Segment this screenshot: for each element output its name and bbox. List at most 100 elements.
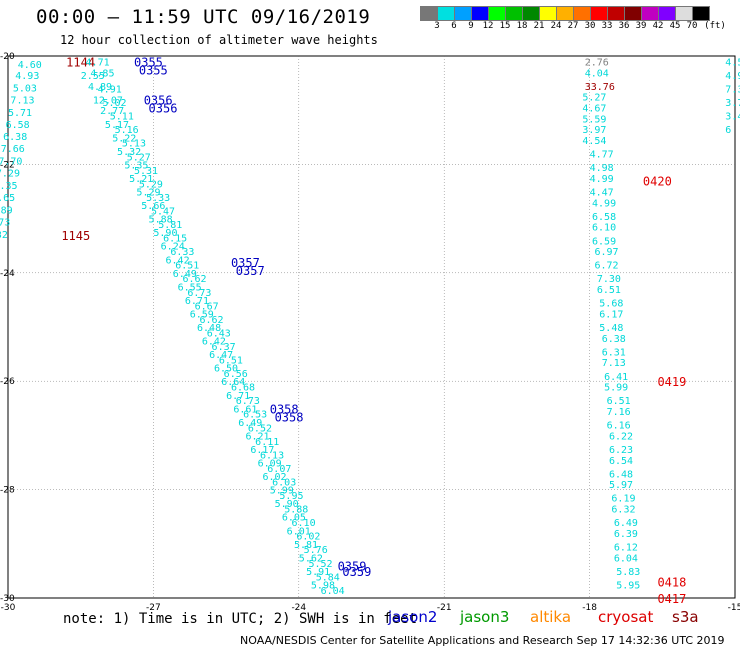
swh-value-label: 2.77 bbox=[100, 106, 124, 117]
swh-value-label: 6.02 bbox=[262, 472, 286, 483]
color-legend-labels: 3 6 9 12 15 18 21 24 27 30 33 36 39 42 45 70 (ft) bbox=[420, 21, 730, 33]
swh-value-label: 6.54 bbox=[609, 456, 633, 467]
legend-label: 42 bbox=[652, 21, 664, 31]
legend-label: 33 bbox=[601, 21, 613, 31]
swh-value-label: 6.31 bbox=[602, 347, 626, 358]
swh-value-label: 3.7 bbox=[725, 98, 740, 109]
swh-value-label: 5.16 bbox=[115, 125, 139, 136]
swh-value-label: 5.13 bbox=[122, 139, 146, 150]
time-label: 0359 bbox=[342, 565, 371, 579]
swh-value-label: 5.03 bbox=[13, 83, 37, 94]
swh-value-label: 5.83 bbox=[616, 567, 640, 578]
swh-value-label: 5.66 bbox=[141, 201, 165, 212]
swh-value-label: 6.62 bbox=[182, 274, 206, 285]
swh-value-label: 5.48 bbox=[599, 323, 623, 334]
swh-value-label: 7.66 bbox=[1, 144, 25, 155]
swh-value-label: 6.02 bbox=[296, 532, 320, 543]
swh-value-label: 7.70 bbox=[0, 157, 22, 168]
x-tick-label: -15 bbox=[728, 603, 740, 613]
swh-value-label: 6.43 bbox=[207, 328, 231, 339]
swh-value-label: 6.47 bbox=[209, 350, 233, 361]
legend-unit: (ft) bbox=[704, 21, 726, 31]
swh-value-label: 5.35 bbox=[124, 160, 148, 171]
swh-value-label: 6.71 bbox=[185, 296, 209, 307]
swh-value-label: 7.13 bbox=[602, 358, 626, 369]
swh-value-label: 6.51 bbox=[175, 261, 199, 272]
swh-value-label: 6.42 bbox=[166, 255, 190, 266]
time-label: 0355 bbox=[139, 64, 168, 78]
time-label: 0359 bbox=[338, 559, 367, 573]
swh-value-label: 6.67 bbox=[195, 301, 219, 312]
swh-value-label: 5.52 bbox=[308, 559, 332, 570]
y-tick-label: -24 bbox=[0, 269, 15, 279]
swh-value-label: 12.07 bbox=[93, 95, 123, 106]
legend-label: 21 bbox=[533, 21, 545, 31]
swh-value-label: 4.85 bbox=[90, 68, 114, 79]
legend-label: 12 bbox=[482, 21, 494, 31]
swh-value-label: 5.88 bbox=[284, 505, 308, 516]
swh-value-label: 6.10 bbox=[292, 518, 316, 529]
swh-value-label: 6.65 bbox=[0, 193, 15, 204]
swh-value-label: 5.29 bbox=[136, 188, 160, 199]
swh-value-label: 6.55 bbox=[178, 282, 202, 293]
swh-value-label: 6.15 bbox=[163, 234, 187, 245]
satellite-legend-jason3: jason3 bbox=[460, 608, 510, 626]
swh-value-label: 5.90 bbox=[153, 228, 177, 239]
swh-value-label: 4.93 bbox=[15, 71, 39, 82]
time-label: 0357 bbox=[231, 256, 260, 270]
swh-value-label: 5.62 bbox=[299, 553, 323, 564]
swh-value-label: 6.62 bbox=[199, 315, 223, 326]
swh-value-label: 5.47 bbox=[151, 206, 175, 217]
swh-value-label: 5.17 bbox=[105, 120, 129, 131]
swh-value-label: 6.48 bbox=[197, 323, 221, 334]
swh-value-label: 6.49 bbox=[173, 269, 197, 280]
swh-value-label: 5.11 bbox=[110, 112, 134, 123]
swh-value-label: 7.3 bbox=[725, 85, 740, 96]
swh-value-label: 6.04 bbox=[321, 586, 345, 597]
swh-value-label: 6.32 bbox=[611, 505, 635, 516]
swh-value-label: 6.97 bbox=[594, 247, 618, 258]
swh-value-label: 6.68 bbox=[231, 383, 255, 394]
swh-value-label: 6.07 bbox=[267, 464, 291, 475]
swh-value-label: 6.61 bbox=[233, 404, 257, 415]
swh-value-label: 5.98 bbox=[311, 580, 335, 591]
swh-value-label: 4.60 bbox=[18, 60, 42, 71]
swh-value-label: 5.95 bbox=[279, 491, 303, 502]
swh-value-label: 6.73 bbox=[187, 288, 211, 299]
swh-value-label: 6.73 bbox=[0, 217, 10, 228]
color-legend bbox=[420, 6, 710, 21]
swh-value-label: 2.55 bbox=[81, 71, 105, 82]
swh-value-label: 5.68 bbox=[599, 299, 623, 310]
legend-label: 9 bbox=[468, 21, 474, 31]
x-tick-label: -24 bbox=[291, 603, 306, 613]
swh-value-label: 4.9 bbox=[725, 71, 740, 82]
swh-value-label: 5.71 bbox=[8, 108, 32, 119]
swh-value-label: 6.17 bbox=[599, 309, 623, 320]
swh-value-label: 6.72 bbox=[594, 261, 618, 272]
swh-value-label: 6.19 bbox=[611, 494, 635, 505]
time-label: 0358 bbox=[275, 410, 304, 424]
swh-value-label: 5.33 bbox=[146, 193, 170, 204]
page-subtitle: 12 hour collection of altimeter wave hei… bbox=[60, 33, 378, 47]
swh-value-label: 4.77 bbox=[590, 150, 614, 161]
legend-label: 70 bbox=[686, 21, 698, 31]
legend-label: 6 bbox=[451, 21, 457, 31]
swh-value-label: 5.27 bbox=[127, 152, 151, 163]
swh-value-label: 7.35 bbox=[0, 181, 18, 192]
swh-value-label: 4.71 bbox=[86, 57, 110, 68]
swh-value-label: 4.5 bbox=[725, 57, 740, 68]
swh-value-label: 6.16 bbox=[607, 421, 631, 432]
legend-label: 36 bbox=[618, 21, 630, 31]
swh-value-label: 5.76 bbox=[304, 545, 328, 556]
swh-value-label: 6.53 bbox=[243, 410, 267, 421]
swh-value-label: 6.42 bbox=[202, 337, 226, 348]
swh-value-label: 5.81 bbox=[158, 220, 182, 231]
footer-credit: NOAA/NESDIS Center for Satellite Applica… bbox=[240, 634, 725, 647]
swh-value-label: 5.22 bbox=[112, 133, 136, 144]
swh-value-label: 6.49 bbox=[238, 418, 262, 429]
swh-value-label: 5.29 bbox=[139, 179, 163, 190]
swh-value-label: 6.39 bbox=[614, 529, 638, 540]
page-title: 00:00 – 11:59 UTC 09/16/2019 bbox=[36, 6, 371, 28]
legend-label: 18 bbox=[516, 21, 528, 31]
